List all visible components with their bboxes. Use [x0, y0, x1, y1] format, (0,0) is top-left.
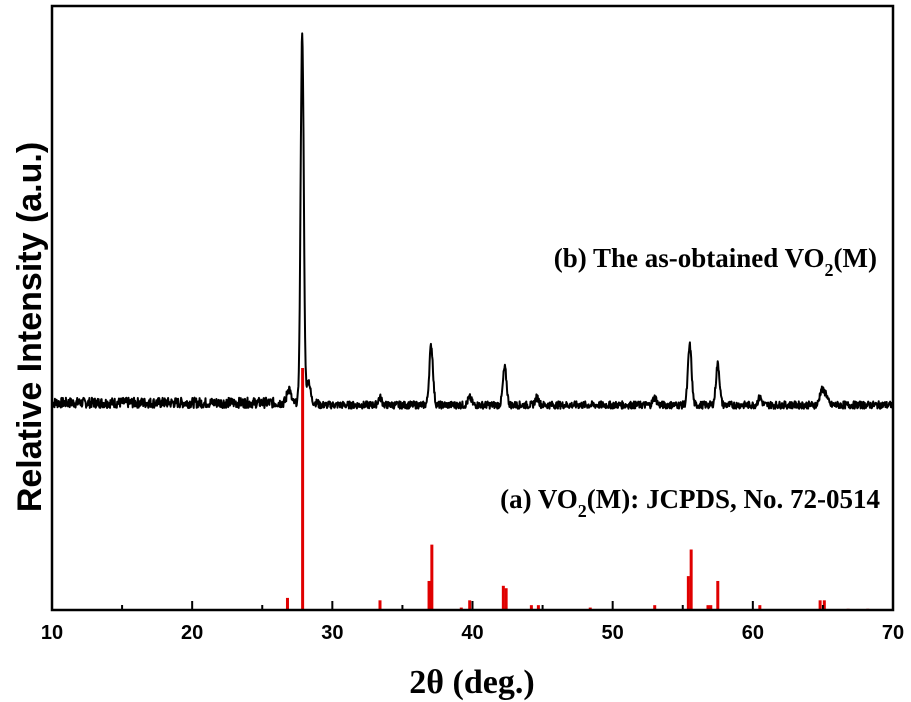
x-tick-label: 60 — [742, 622, 764, 644]
plot-frame — [50, 4, 895, 612]
x-tick-label: 30 — [321, 622, 343, 644]
x-tick-label: 40 — [461, 622, 483, 644]
series-line-b — [51, 32, 894, 410]
x-tick-label: 10 — [41, 622, 63, 644]
x-axis-title: 2θ (deg.) — [409, 664, 534, 701]
axis-ticks: 10 20 30 40 50 60 70 — [41, 601, 904, 644]
y-axis-title: Relative Intensity (a.u.) — [11, 142, 49, 512]
x-tick-label: 20 — [181, 622, 203, 644]
annotation-sample-b: (b) The as-obtained VO2(M) — [554, 243, 877, 280]
x-tick-label: 50 — [602, 622, 624, 644]
annotation-reference-a: (a) VO2(M): JCPDS, No. 72-0514 — [500, 484, 880, 521]
plot-area — [51, 32, 894, 610]
x-tick-label: 70 — [882, 622, 904, 644]
